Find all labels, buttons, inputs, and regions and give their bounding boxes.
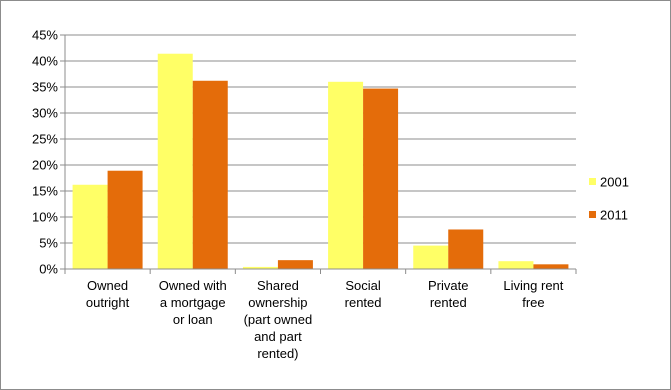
x-category-label: Social rented xyxy=(345,278,382,310)
bar-2001 xyxy=(498,261,534,269)
bar-2001 xyxy=(72,184,108,269)
gridlines xyxy=(60,34,576,270)
bar-2001 xyxy=(242,266,278,269)
legend-swatch-2011 xyxy=(589,211,596,218)
y-tick-label: 25% xyxy=(32,132,58,147)
bar-2011 xyxy=(277,260,313,269)
bar-2001 xyxy=(413,245,449,269)
y-tick-label: 45% xyxy=(32,28,58,43)
bar-2001 xyxy=(328,81,364,269)
bar-2011 xyxy=(448,229,484,269)
bar-2011 xyxy=(363,88,399,269)
y-tick-label: 35% xyxy=(32,80,58,95)
y-tick-label: 5% xyxy=(39,236,58,251)
y-tick-label: 15% xyxy=(32,184,58,199)
x-category-label: Shared ownership (part owned and part rented… xyxy=(244,278,313,361)
x-category-label: Owned outright xyxy=(86,278,130,310)
bar-2011 xyxy=(192,80,228,269)
bar-2011 xyxy=(107,170,143,269)
y-tick-label: 40% xyxy=(32,54,58,69)
axes xyxy=(64,35,577,274)
legend: 2001 2011 xyxy=(589,175,629,223)
y-tick-label: 20% xyxy=(32,158,58,173)
y-tick-label: 0% xyxy=(39,262,58,277)
y-tick-label: 10% xyxy=(32,210,58,225)
y-axis-tick-labels: 0% 5% 10% 15% 20% 25% 30% 35% 40% 45% xyxy=(32,28,58,277)
x-axis-category-labels: Owned outright Owned with a mortgage or loan… xyxy=(86,278,564,361)
bars xyxy=(72,53,569,269)
x-category-label: Private rented xyxy=(428,278,468,310)
x-category-label: Living rent free xyxy=(503,278,563,310)
legend-swatch-2001 xyxy=(589,178,596,185)
x-category-label: Owned with a mortgage or loan xyxy=(159,278,227,327)
legend-label-2011: 2011 xyxy=(600,208,628,223)
bar-2011 xyxy=(533,264,569,269)
y-tick-label: 30% xyxy=(32,106,58,121)
bar-2001 xyxy=(157,53,193,269)
legend-label-2001: 2001 xyxy=(600,175,629,190)
